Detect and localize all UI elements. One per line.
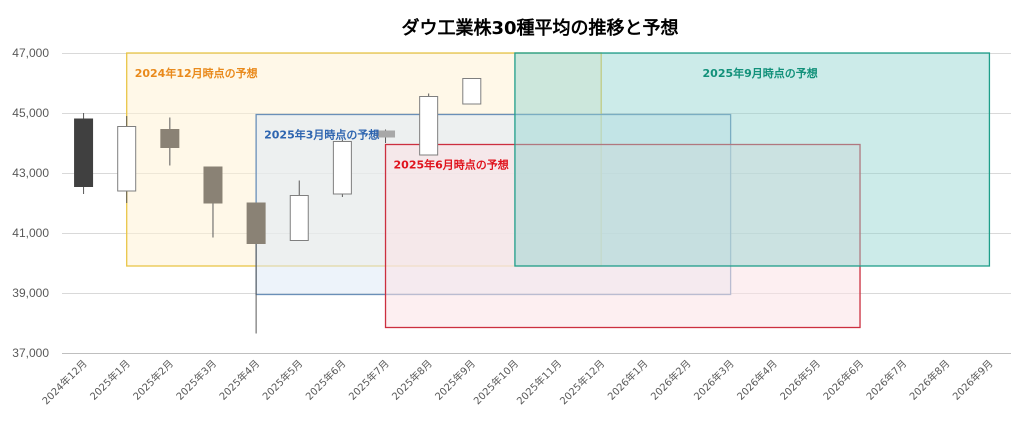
y-tick-label: 43,000 [12,166,49,180]
x-tick-label: 2026年1月 [605,357,651,403]
candle [74,113,94,194]
forecast-range-box [514,52,991,267]
candle-body [289,195,309,241]
candle-body [246,202,266,244]
candle [462,78,482,105]
candle-body [74,118,94,187]
forecast-range-labels: 2024年12月時点の予想 2025年3月時点の予想 2025年6月時点の予想 202… [135,66,818,172]
x-tick-label: 2025年11月 [514,357,564,407]
y-tick-label: 47,000 [12,46,49,60]
x-tick-label: 2025年7月 [346,357,392,403]
y-tick-label: 37,000 [12,346,49,360]
x-axis-ticks: 2024年12月2025年1月2025年2月2025年3月2025年4月2025… [39,357,995,407]
x-tick-label: 2025年5月 [260,357,306,403]
candle-body [160,129,180,148]
candle [117,116,137,203]
forecast-range-label: 2025年3月時点の予想 [264,128,379,142]
y-tick-label: 41,000 [12,226,49,240]
candle [160,117,180,166]
x-tick-label: 2026年9月 [950,357,996,403]
forecast-range-label: 2024年12月時点の予想 [135,66,258,80]
candle-body [419,96,439,156]
candle-body [376,130,396,138]
x-tick-label: 2025年12月 [557,357,607,407]
x-tick-label: 2025年8月 [389,357,435,403]
candle [332,140,352,197]
x-tick-label: 2026年4月 [734,357,780,403]
candle [376,129,396,143]
candle [419,93,439,156]
x-tick-label: 2025年4月 [216,357,262,403]
forecast-range-box [384,143,861,329]
forecast-range-label: 2025年6月時点の予想 [394,158,509,172]
x-tick-label: 2025年10月 [471,357,521,407]
x-tick-label: 2026年3月 [691,357,737,403]
x-tick-label: 2025年2月 [130,357,176,403]
candle [246,202,266,334]
y-tick-label: 39,000 [12,286,49,300]
candle [289,180,309,241]
x-tick-label: 2025年9月 [432,357,478,403]
candle-body [117,126,137,192]
x-tick-label: 2026年5月 [777,357,823,403]
candle [203,166,223,238]
x-tick-label: 2024年12月 [39,357,89,407]
candle-body [332,141,352,195]
x-tick-label: 2026年7月 [863,357,909,403]
chart-title: ダウ工業株30種平均の推移と予想 [401,17,678,39]
forecast-range-label: 2025年9月時点の予想 [703,66,818,80]
y-axis-ticks: 37,000 39,000 41,000 43,000 45,000 47,000 [12,46,49,360]
x-tick-label: 2026年6月 [820,357,866,403]
x-tick-label: 2025年6月 [303,357,349,403]
x-tick-label: 2025年3月 [173,357,219,403]
candle-body [462,78,482,105]
x-tick-label: 2026年2月 [648,357,694,403]
candlesticks [74,78,482,334]
x-tick-label: 2025年1月 [87,357,133,403]
candle-body [203,166,223,204]
y-tick-label: 45,000 [12,106,49,120]
x-tick-label: 2026年8月 [907,357,953,403]
